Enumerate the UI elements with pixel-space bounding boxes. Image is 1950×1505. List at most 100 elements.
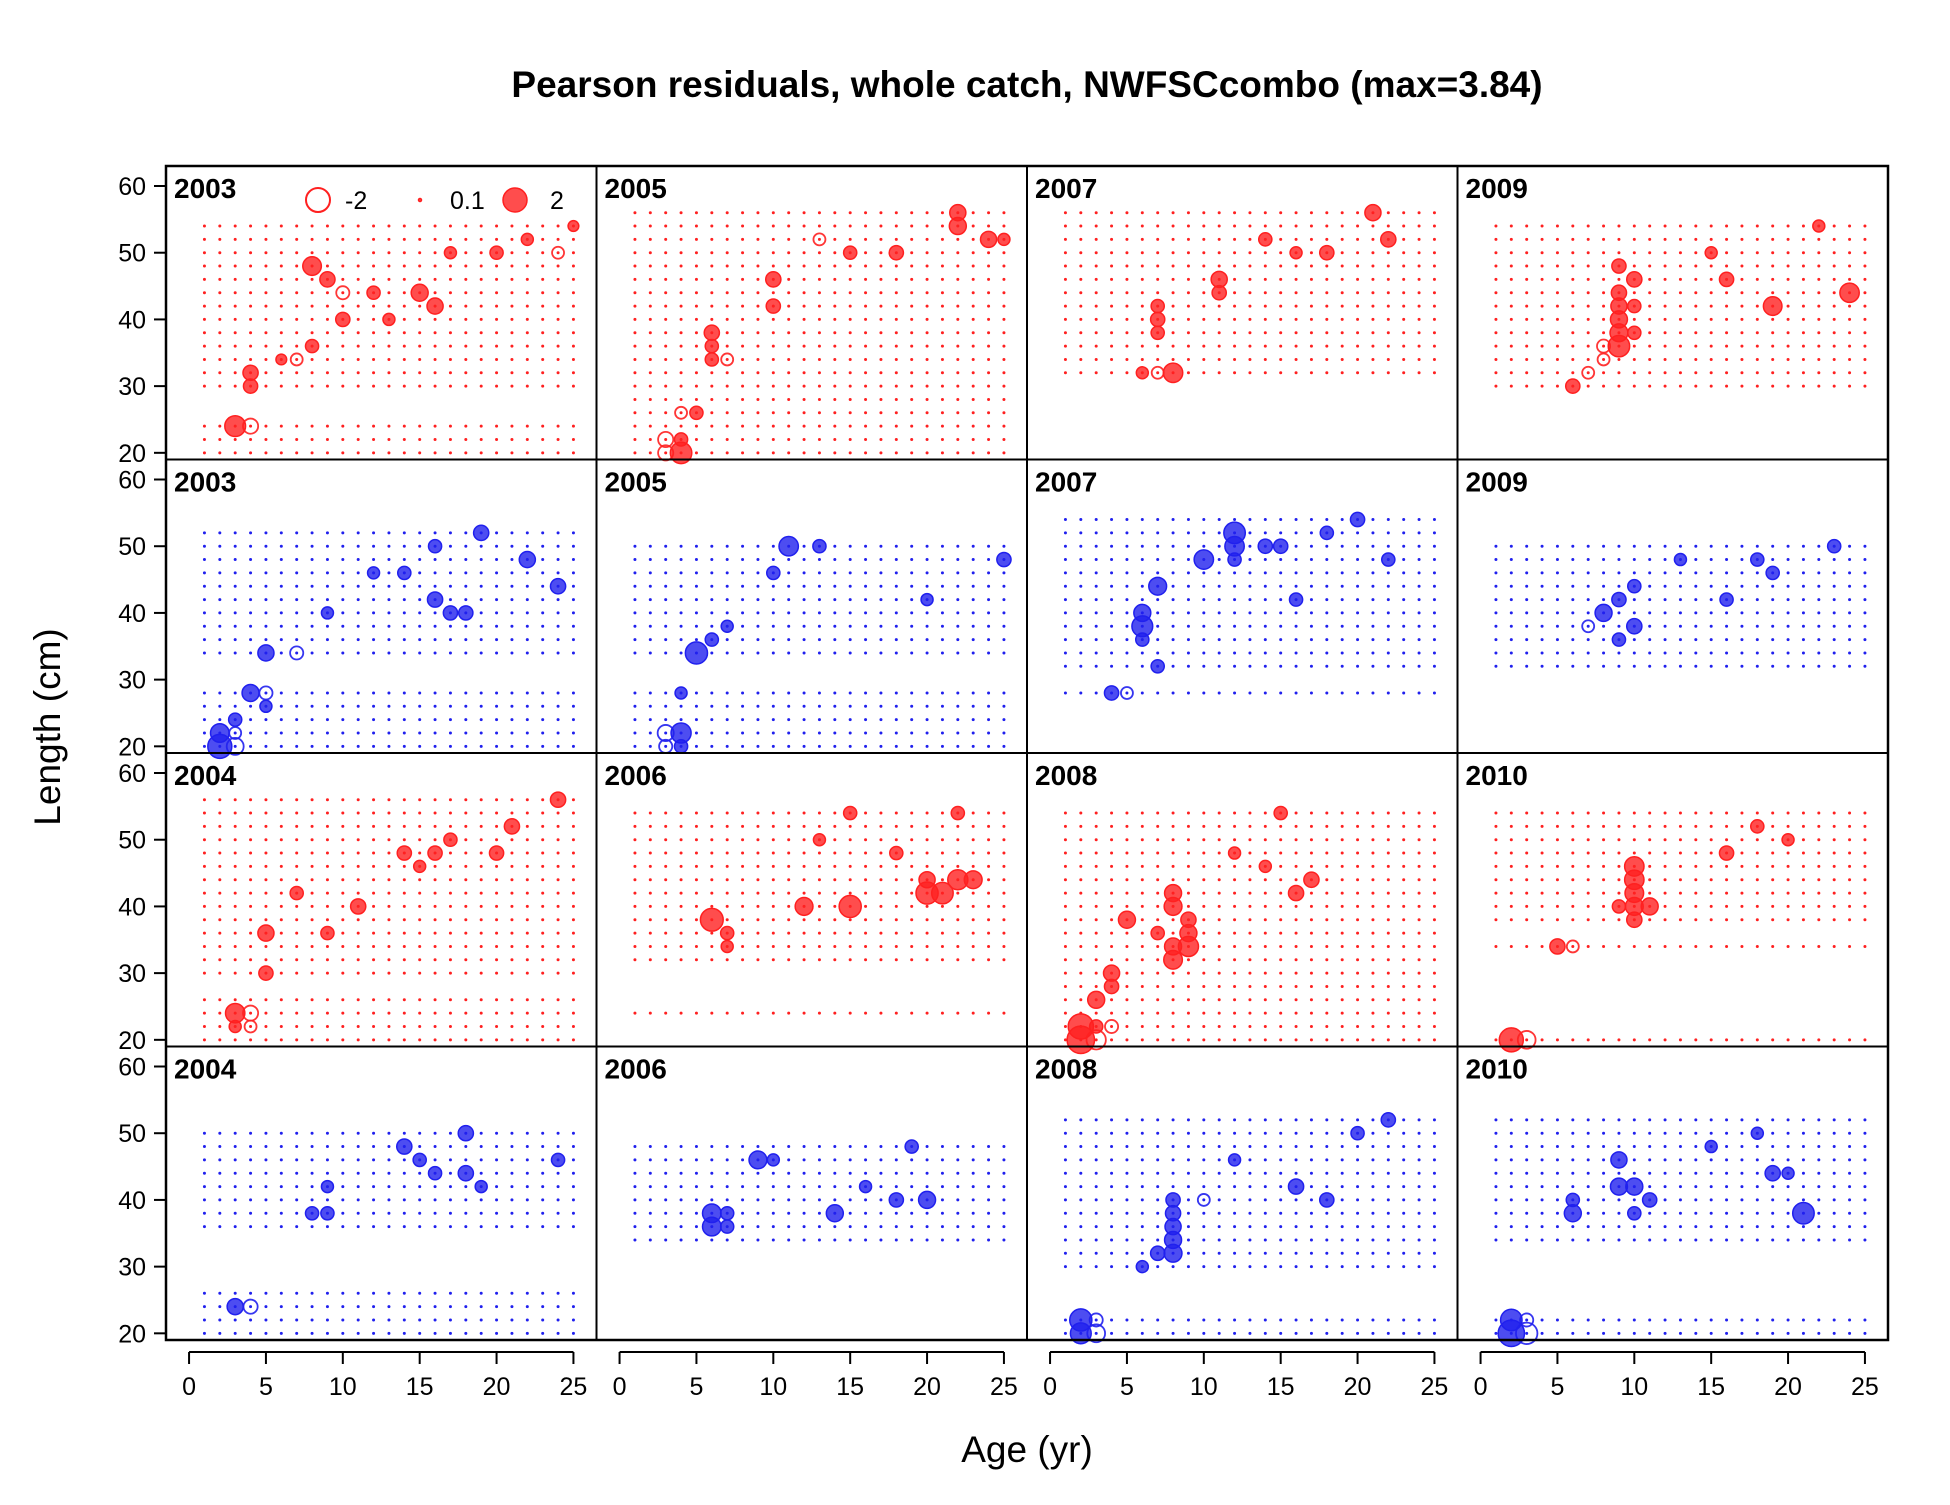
residual-dot bbox=[925, 544, 929, 548]
residual-dot bbox=[1632, 317, 1636, 321]
residual-dot bbox=[848, 944, 852, 948]
residual-dot bbox=[925, 411, 929, 415]
residual-dot bbox=[1233, 317, 1237, 321]
residual-dot bbox=[1202, 638, 1206, 642]
residual-dot bbox=[1525, 317, 1529, 321]
residual-dot bbox=[402, 691, 406, 695]
residual-dot bbox=[1432, 611, 1436, 615]
residual-dot bbox=[894, 958, 898, 962]
residual-dot bbox=[202, 718, 206, 722]
residual-dot bbox=[525, 1331, 529, 1335]
residual-dot bbox=[495, 331, 499, 335]
residual-dot bbox=[464, 824, 468, 828]
residual-dot bbox=[664, 638, 668, 642]
residual-dot bbox=[648, 918, 652, 922]
residual-dot bbox=[1402, 1011, 1406, 1015]
residual-bubble bbox=[656, 724, 675, 742]
residual-dot bbox=[295, 237, 299, 241]
residual-dot bbox=[633, 451, 637, 455]
residual-dot bbox=[372, 971, 376, 975]
residual-dot bbox=[1494, 944, 1498, 948]
residual-dot bbox=[1202, 838, 1206, 842]
residual-dot bbox=[295, 944, 299, 948]
residual-dot bbox=[249, 317, 253, 321]
residual-dot bbox=[910, 638, 914, 642]
residual-dot bbox=[648, 304, 652, 308]
residual-dot bbox=[525, 371, 529, 375]
residual-dot bbox=[341, 731, 345, 735]
residual-dot bbox=[1002, 357, 1006, 361]
residual-dot bbox=[1171, 331, 1175, 335]
residual-dot bbox=[418, 971, 422, 975]
residual-dot bbox=[1417, 558, 1421, 562]
residual-dot bbox=[1509, 344, 1513, 348]
residual-dot bbox=[1171, 664, 1175, 668]
residual-dot bbox=[525, 1011, 529, 1015]
residual-dot bbox=[679, 878, 683, 882]
residual-dot bbox=[541, 1305, 545, 1309]
residual-dot bbox=[633, 331, 637, 335]
residual-dot bbox=[1186, 971, 1190, 975]
residual-dot bbox=[525, 224, 529, 228]
residual-dot bbox=[1863, 851, 1867, 855]
residual-dot bbox=[1309, 851, 1313, 855]
residual-dot bbox=[940, 331, 944, 335]
residual-dot bbox=[1263, 584, 1267, 588]
residual-dot bbox=[648, 638, 652, 642]
residual-dot bbox=[571, 811, 575, 815]
residual-dot bbox=[817, 451, 821, 455]
residual-dot bbox=[571, 1038, 575, 1042]
residual-dot bbox=[448, 638, 452, 642]
residual-dot bbox=[1848, 331, 1852, 335]
residual-dot bbox=[387, 424, 391, 428]
residual-dot bbox=[556, 651, 560, 655]
residual-bubble bbox=[674, 405, 688, 420]
residual-dot bbox=[1171, 1038, 1175, 1042]
residual-dot bbox=[925, 211, 929, 215]
residual-bubble bbox=[396, 845, 413, 861]
residual-dot bbox=[249, 878, 253, 882]
residual-dot bbox=[402, 824, 406, 828]
residual-dot bbox=[1079, 691, 1083, 695]
residual-dot bbox=[1140, 904, 1144, 908]
residual-dot bbox=[956, 304, 960, 308]
residual-dot bbox=[1217, 211, 1221, 215]
residual-dot bbox=[356, 811, 360, 815]
residual-dot bbox=[940, 571, 944, 575]
residual-dot bbox=[295, 291, 299, 295]
residual-dot bbox=[1740, 638, 1744, 642]
residual-dot bbox=[1678, 1038, 1682, 1042]
residual-dot bbox=[495, 237, 499, 241]
residual-dot bbox=[848, 931, 852, 935]
residual-dot bbox=[879, 878, 883, 882]
residual-bubble bbox=[996, 551, 1012, 568]
residual-dot bbox=[218, 598, 222, 602]
residual-dot bbox=[1402, 651, 1406, 655]
residual-dot bbox=[710, 571, 714, 575]
residual-dot bbox=[710, 624, 714, 628]
residual-dot bbox=[1663, 864, 1667, 868]
residual-dot bbox=[1417, 331, 1421, 335]
residual-dot bbox=[1186, 638, 1190, 642]
residual-dot bbox=[525, 1318, 529, 1322]
residual-dot bbox=[418, 811, 422, 815]
residual-dot bbox=[387, 1024, 391, 1028]
residual-dot bbox=[464, 1305, 468, 1309]
residual-dot bbox=[1340, 237, 1344, 241]
residual-dot bbox=[556, 1145, 560, 1149]
residual-dot bbox=[495, 704, 499, 708]
residual-dot bbox=[894, 344, 898, 348]
residual-dot bbox=[233, 384, 237, 388]
residual-dot bbox=[1140, 571, 1144, 575]
residual-dot bbox=[1279, 357, 1283, 361]
residual-dot bbox=[479, 558, 483, 562]
residual-dot bbox=[1848, 317, 1852, 321]
residual-dot bbox=[1617, 611, 1621, 615]
residual-dot bbox=[325, 998, 329, 1002]
residual-dot bbox=[664, 317, 668, 321]
residual-dot bbox=[295, 864, 299, 868]
residual-bubble bbox=[443, 832, 458, 848]
residual-dot bbox=[1356, 291, 1360, 295]
residual-dot bbox=[233, 1185, 237, 1189]
residual-dot bbox=[1371, 944, 1375, 948]
